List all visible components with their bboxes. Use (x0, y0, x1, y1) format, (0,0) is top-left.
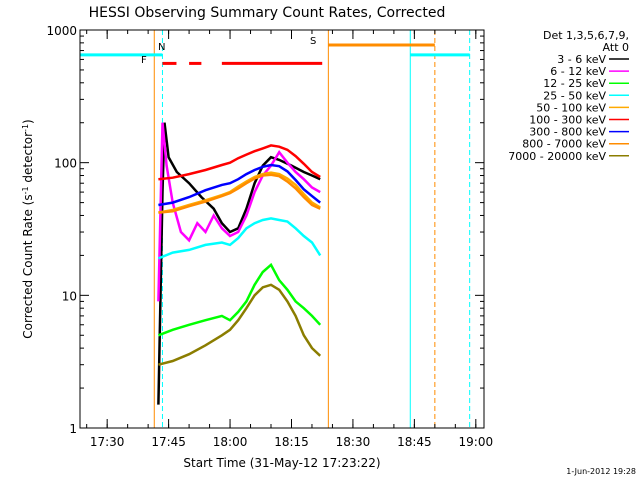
x-tick-label: 18:00 (213, 435, 248, 449)
series-line-0 (157, 122, 321, 405)
legend-header-1: Det 1,3,5,6,7,9, (543, 29, 629, 42)
series-line-3 (157, 217, 322, 260)
x-tick-label: 19:00 (459, 435, 494, 449)
legend-header-2: Att 0 (603, 41, 629, 54)
flag-bars (80, 43, 470, 65)
legend-label-0: 3 - 6 keV (557, 53, 606, 66)
y-axis-ticks: 1 10 100 1000 (46, 24, 484, 436)
state-lines (79, 30, 471, 428)
x-tick-label: 17:45 (151, 435, 186, 449)
series-line-2 (157, 262, 322, 337)
x-tick-label: 18:15 (274, 435, 309, 449)
legend-label-4: 50 - 100 keV (536, 101, 606, 114)
series-line-8 (158, 283, 322, 366)
y-tick-label: 10 (62, 289, 77, 303)
legend-label-2: 12 - 25 keV (543, 77, 606, 90)
x-tick-label: 17:30 (90, 435, 125, 449)
x-axis-ticks: 17:30 17:45 18:00 18:15 18:30 18:45 19:00 (86, 30, 494, 449)
y-tick-label: 1 (69, 422, 77, 436)
y-axis-label: Corrected Count Rate (s-1 detector-1) (21, 119, 36, 338)
legend-label-5: 100 - 300 keV (529, 114, 606, 127)
plot-frame (79, 29, 485, 429)
series-line-1 (157, 122, 321, 302)
legend-label-7: 800 - 7000 keV (522, 138, 606, 151)
series-group (157, 122, 322, 405)
legend-label-8: 7000 - 20000 keV (508, 150, 606, 163)
series-line-7 (158, 173, 321, 214)
x-tick-label: 18:30 (336, 435, 371, 449)
y-tick-label: 1000 (46, 24, 77, 38)
marker-night-label: N (158, 42, 165, 53)
legend-label-1: 6 - 12 keV (550, 65, 606, 78)
x-tick-label: 18:45 (397, 435, 432, 449)
series-line-6 (158, 163, 321, 207)
legend-label-3: 25 - 50 keV (543, 89, 606, 102)
y-tick-label: 100 (54, 157, 77, 171)
chart-title: HESSI Observing Summary Count Rates, Cor… (89, 5, 446, 21)
x-axis-label: Start Time (31-May-12 17:23:22) (183, 456, 380, 470)
marker-flare-label: F (141, 55, 147, 66)
legend-label-6: 300 - 800 keV (529, 126, 606, 139)
series-line-5 (158, 144, 321, 181)
marker-saa-label: S (310, 36, 316, 47)
timestamp: 1-Jun-2012 19:28 (566, 467, 636, 476)
